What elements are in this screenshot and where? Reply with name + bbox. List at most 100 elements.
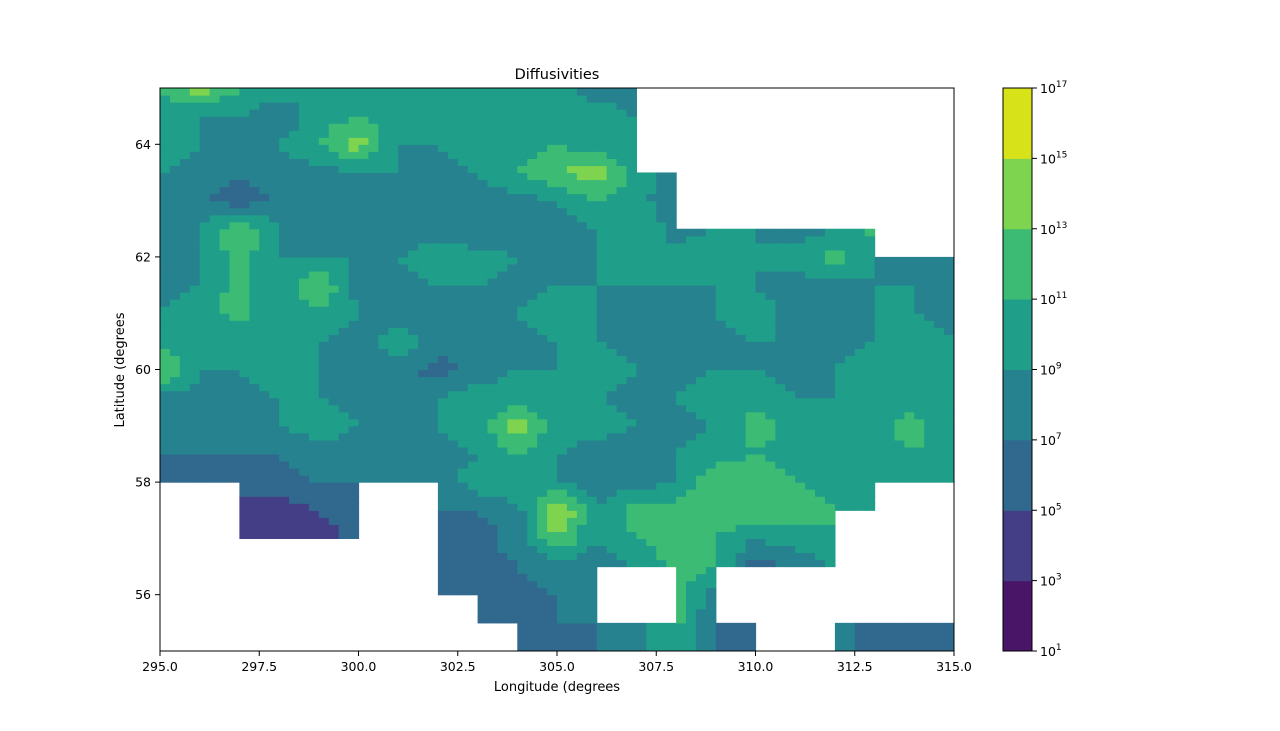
- contour-patch: [834, 306, 846, 314]
- contour-patch: [844, 327, 856, 335]
- contour-patch: [487, 249, 499, 258]
- contour-patch: [596, 432, 608, 441]
- contour-patch: [467, 369, 479, 378]
- contour-patch: [269, 172, 280, 181]
- contour-patch: [209, 249, 221, 258]
- contour-patch: [378, 235, 389, 244]
- contour-patch: [279, 355, 290, 364]
- contour-patch: [547, 109, 558, 117]
- contour-patch: [497, 306, 508, 314]
- contour-patch: [834, 334, 846, 342]
- contour-patch: [368, 425, 379, 434]
- contour-patch: [686, 249, 697, 258]
- contour-patch: [219, 172, 231, 181]
- contour-patch: [179, 306, 191, 314]
- contour-cell: [557, 116, 598, 145]
- contour-patch: [477, 566, 489, 575]
- contour-patch: [477, 172, 489, 181]
- contour-patch: [636, 313, 647, 321]
- contour-patch: [785, 475, 796, 483]
- contour-patch: [576, 179, 588, 188]
- contour-patch: [477, 369, 489, 378]
- contour-patch: [884, 397, 896, 406]
- contour-patch: [884, 306, 896, 314]
- contour-patch: [507, 341, 518, 349]
- contour-patch: [289, 292, 300, 300]
- contour-cell: [596, 622, 637, 651]
- contour-patch: [904, 432, 915, 441]
- contour-patch: [279, 425, 290, 434]
- contour-cell: [874, 622, 915, 651]
- contour-patch: [646, 510, 657, 518]
- contour-patch: [398, 221, 409, 230]
- contour-patch: [338, 411, 350, 420]
- contour-patch: [437, 130, 449, 138]
- contour-patch: [666, 636, 677, 645]
- contour-patch: [725, 256, 737, 265]
- contour-patch: [378, 418, 389, 427]
- contour-patch: [457, 397, 469, 406]
- contour-cell: [715, 341, 757, 371]
- contour-patch: [517, 186, 528, 195]
- contour-cell: [874, 256, 915, 286]
- contour-patch: [844, 334, 856, 342]
- contour-patch: [338, 186, 350, 195]
- contour-patch: [378, 109, 389, 117]
- contour-patch: [894, 622, 905, 631]
- contour-patch: [249, 475, 260, 483]
- contour-patch: [566, 285, 578, 293]
- contour-cell: [318, 88, 360, 117]
- contour-patch: [497, 165, 508, 174]
- contour-patch: [497, 538, 508, 547]
- contour-patch: [229, 411, 240, 420]
- contour-patch: [586, 165, 598, 174]
- contour-patch: [447, 587, 459, 596]
- contour-patch: [517, 306, 528, 314]
- contour-cell: [477, 116, 518, 145]
- contour-patch: [715, 383, 727, 392]
- contour-patch: [864, 636, 876, 645]
- contour-patch: [636, 397, 647, 406]
- contour-patch: [427, 418, 439, 427]
- contour-patch: [547, 622, 558, 631]
- contour-patch: [279, 446, 290, 455]
- contour-patch: [944, 404, 954, 413]
- contour-patch: [249, 292, 260, 300]
- contour-patch: [437, 468, 449, 476]
- contour-patch: [467, 334, 479, 342]
- contour-patch: [219, 418, 231, 427]
- contour-patch: [547, 615, 558, 624]
- contour-patch: [308, 172, 320, 181]
- contour-cell: [477, 285, 518, 314]
- contour-patch: [477, 496, 489, 504]
- contour-patch: [606, 411, 618, 420]
- contour-patch: [169, 418, 181, 427]
- contour-patch: [686, 622, 697, 631]
- contour-patch: [308, 369, 320, 378]
- contour-patch: [715, 545, 727, 554]
- contour-patch: [695, 299, 707, 307]
- contour-cell: [596, 313, 637, 342]
- contour-patch: [487, 510, 499, 518]
- contour-patch: [249, 376, 260, 385]
- contour-patch: [676, 446, 687, 455]
- contour-patch: [765, 235, 776, 244]
- contour-patch: [815, 517, 826, 525]
- contour-patch: [914, 278, 925, 286]
- contour-patch: [705, 249, 717, 258]
- contour-patch: [894, 383, 905, 392]
- contour-patch: [666, 200, 677, 209]
- contour-patch: [259, 299, 270, 307]
- contour-patch: [606, 397, 618, 406]
- contour-patch: [437, 193, 449, 202]
- contour-patch: [904, 418, 915, 427]
- contour-patch: [715, 320, 727, 328]
- contour-patch: [328, 172, 340, 181]
- contour-patch: [576, 496, 588, 504]
- contour-patch: [467, 95, 479, 103]
- contour-patch: [447, 292, 459, 300]
- contour-patch: [517, 369, 528, 378]
- contour-patch: [735, 376, 747, 385]
- contour-patch: [308, 228, 320, 237]
- contour-patch: [497, 453, 508, 462]
